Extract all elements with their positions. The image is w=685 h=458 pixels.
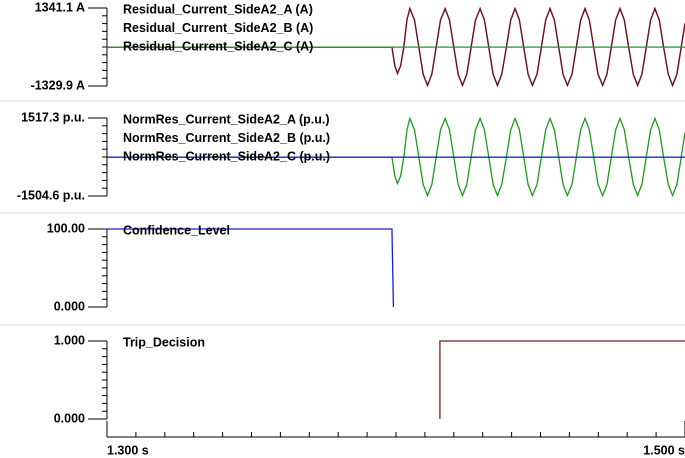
y-tick-label: 0.000 — [54, 411, 85, 425]
y-tick-label: 1517.3 p.u. — [21, 110, 85, 124]
legend-label: Residual_Current_SideA2_A (A) — [123, 2, 313, 16]
legend-label: Trip_Decision — [123, 335, 205, 349]
x-tick-label: 1.300 s — [107, 443, 149, 457]
series-line — [107, 6, 685, 88]
legend-label: Residual_Current_SideA2_C (A) — [123, 39, 313, 53]
y-tick-label: 1.000 — [54, 333, 85, 347]
y-tick-label: 100.00 — [47, 221, 85, 235]
legend-label: Residual_Current_SideA2_B (A) — [123, 21, 313, 35]
x-tick-label: 1.500 s — [643, 443, 685, 457]
series-line — [107, 116, 685, 198]
y-tick-label: -1329.9 A — [31, 78, 85, 92]
y-tick-label: -1504.6 p.u. — [17, 188, 85, 202]
legend-label: NormRes_Current_SideA2_C (p.u.) — [123, 149, 330, 163]
legend-label: Confidence_Level — [123, 223, 230, 237]
series-line — [439, 340, 685, 419]
legend-label: NormRes_Current_SideA2_A (p.u.) — [123, 112, 330, 126]
y-tick-label: 1341.1 A — [35, 0, 85, 14]
y-tick-label: 0.000 — [54, 299, 85, 313]
legend-label: NormRes_Current_SideA2_B (p.u.) — [123, 131, 330, 145]
series-line — [107, 228, 395, 308]
